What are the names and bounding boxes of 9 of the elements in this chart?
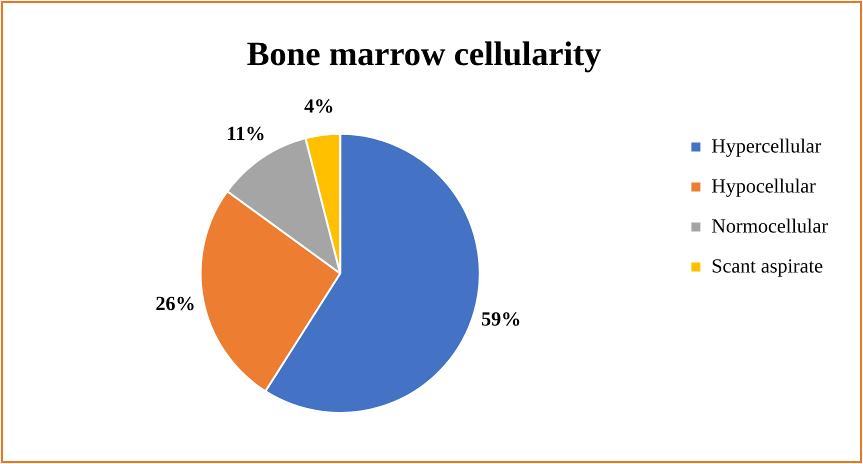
legend-label: Normocellular xyxy=(711,215,828,238)
data-label: 26% xyxy=(156,292,196,315)
legend-label: Hypocellular xyxy=(711,175,816,198)
data-label: 11% xyxy=(226,122,266,145)
chart-title: Bone marrow cellularity xyxy=(246,36,602,74)
data-label: 59% xyxy=(481,308,522,330)
legend-label: Hypercellular xyxy=(711,135,822,158)
data-label: 4% xyxy=(304,95,334,118)
legend-label: Scant aspirate xyxy=(711,255,824,278)
